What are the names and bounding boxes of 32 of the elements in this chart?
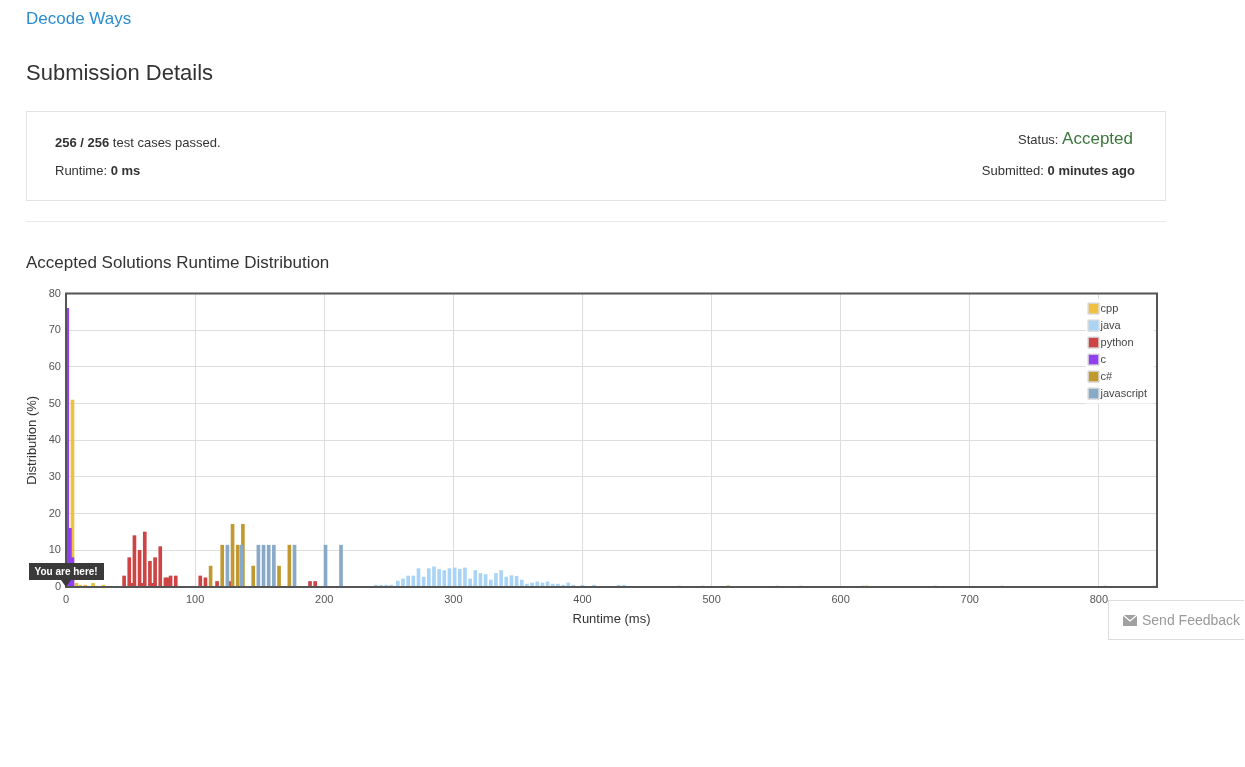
y-tick-label: 40 [48,433,61,446]
x-tick-label: 600 [831,592,850,605]
feedback-button: Send Feedback [1108,600,1244,640]
x-tick-label: 800 [1089,592,1109,605]
annotation: You are here! [28,563,104,580]
legend-label: javascript [1099,387,1148,400]
x-tick-label: 0 [62,592,70,605]
y-tick-label: 0 [54,580,61,593]
legend-label: c# [1100,370,1114,383]
details-panel: 256 / 256 test cases passed. Runtime: 0 ms Status: Accepted Submitted: 0 minutes ago [26,111,1166,201]
y-axis-title: Distribution (%) [24,395,40,485]
x-axis-title: Runtime (ms) [572,610,651,626]
text: Decode Ways [26,9,132,28]
legend-label: python [1100,336,1134,349]
chart-title: Accepted Solutions Runtime Distribution [26,253,330,273]
x-tick-label: 400 [573,592,592,605]
y-tick-label: 70 [48,323,61,336]
x-tick-label: 300 [444,592,463,605]
legend-label: cpp [1100,302,1119,315]
y-tick-label: 20 [48,506,61,519]
y-tick-label: 80 [48,286,61,299]
legend-label: c [1100,353,1107,366]
x-tick-label: 700 [960,592,979,605]
x-tick-label: 100 [185,592,205,605]
y-tick-label: 30 [48,470,61,483]
y-tick-label: 50 [48,396,61,409]
y-tick-label: 10 [48,543,61,556]
legend-label: java [1099,319,1122,332]
y-tick-label: 60 [48,359,61,372]
x-tick-label: 200 [315,592,334,605]
text: Submission Details [26,60,214,85]
x-tick-label: 500 [702,592,721,605]
